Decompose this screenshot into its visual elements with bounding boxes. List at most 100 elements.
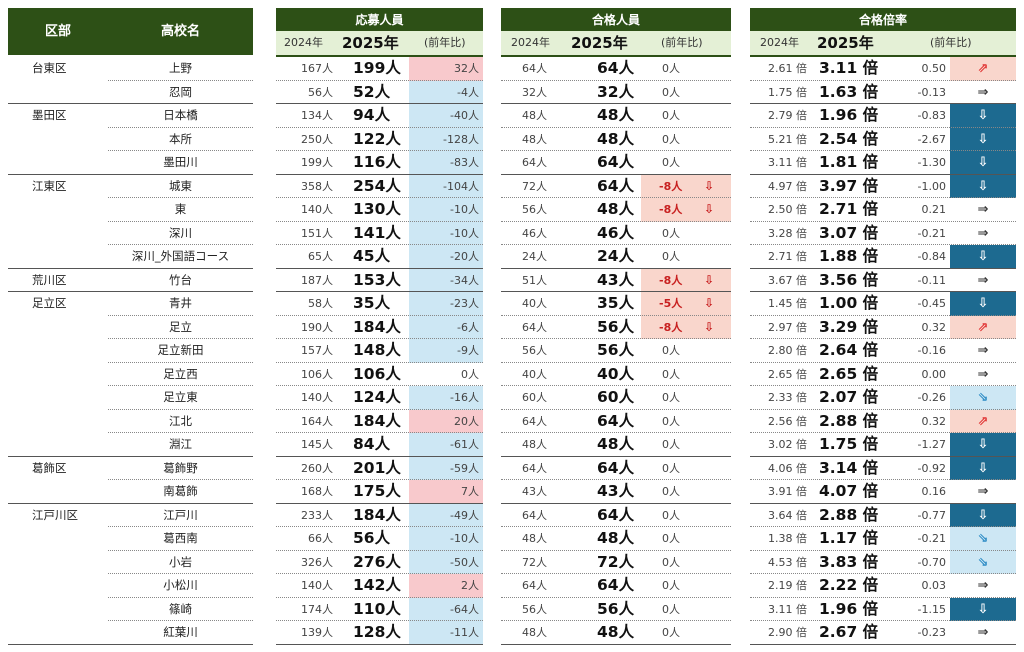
passed-yoy: 0人: [662, 132, 680, 146]
ratio-2025: 3.29 倍: [819, 317, 879, 336]
table-row: 187人 153人 -34人: [276, 268, 483, 292]
row-divider: [276, 549, 483, 551]
ratio-2024: 2.61 倍: [768, 62, 807, 75]
ratio-yoy: -0.45: [917, 297, 946, 310]
ratio-2024: 3.02 倍: [768, 438, 807, 451]
school-name: 淵江: [169, 437, 192, 451]
table-row: 足立東: [8, 386, 253, 410]
school-name: 上野: [169, 61, 192, 75]
down-arrow-icon: ⇩: [950, 127, 1016, 151]
ratio-yoy: -0.83: [917, 109, 946, 122]
ratio-2025: 3.07 倍: [819, 223, 879, 242]
applicants-2024: 260人: [301, 461, 333, 475]
passed-2024: 72人: [522, 179, 547, 193]
ratio-2025: 2.22 倍: [819, 576, 879, 594]
passed-yoy: 0人: [662, 62, 680, 75]
row-divider: [8, 502, 253, 504]
table-row: 48人 48人 0人: [501, 527, 731, 551]
row-divider: [108, 150, 253, 151]
row-divider: [276, 620, 483, 621]
ratio-2025: 2.54 倍: [819, 129, 879, 148]
row-divider: [750, 173, 1016, 175]
table-row: 墨田区 日本橋: [8, 104, 253, 128]
ratio-yoy-label: (前年比): [930, 36, 972, 49]
passed-2025: 64人: [597, 576, 635, 594]
row-divider: [108, 573, 253, 574]
passed-2024-label: 2024年: [511, 36, 550, 49]
row-divider: [750, 79, 1016, 81]
row-divider: [501, 479, 731, 480]
ratio-2024: 3.11 倍: [768, 602, 807, 616]
passed-2024: 48人: [522, 532, 547, 545]
applicants-yoy: -10人: [409, 221, 483, 245]
ratio-2025: 1.96 倍: [819, 599, 879, 618]
table-row: 篠崎: [8, 598, 253, 622]
school-name: 篠崎: [169, 601, 192, 616]
table-row: 46人 46人 0人: [501, 222, 731, 246]
table-row: 葛西南: [8, 527, 253, 551]
table-row: 2.97 倍 3.29 倍 0.32 ⇗: [750, 315, 1016, 339]
table-row: 小松川: [8, 574, 253, 598]
row-divider: [750, 596, 1016, 598]
ratio-2024: 2.90 倍: [768, 626, 807, 639]
school-name: 足立新田: [157, 343, 204, 357]
ratio-yoy: -2.67: [917, 132, 946, 146]
table-row: 40人 40人 0人: [501, 363, 731, 387]
applicants-2024: 187人: [301, 273, 333, 287]
row-divider: [108, 197, 253, 198]
applicants-yoy: 0人: [461, 367, 479, 381]
ratio-2025: 1.96 倍: [819, 106, 879, 124]
row-divider: [108, 314, 253, 316]
passed-2024: 56人: [522, 203, 547, 216]
passed-2024: 48人: [522, 626, 547, 639]
ward-name: 江戸川区: [32, 507, 78, 522]
table-row: 64人 64人 0人: [501, 410, 731, 434]
ratio-header: 合格倍率: [750, 8, 1016, 31]
row-divider: [501, 197, 731, 198]
down-arrow-icon: ⇩: [950, 245, 1016, 269]
row-divider: [501, 620, 731, 621]
table-row: 168人 175人 7人: [276, 480, 483, 504]
table-row: 72人 72人 0人: [501, 551, 731, 575]
table-row: 葛飾区 葛飾野: [8, 457, 253, 481]
applicants-table: 応募人員 2024年 2025年 (前年比) 167人 199人 32人 56人 52人…: [276, 8, 483, 648]
passed-yoy: 0人: [662, 461, 680, 475]
applicants-yoy: -128人: [409, 127, 483, 151]
ratio-yoy: -1.30: [917, 156, 946, 169]
row-divider: [750, 220, 1016, 222]
passed-2025: 60人: [597, 388, 635, 406]
ratio-yoy: -0.26: [917, 391, 946, 404]
applicants-yoy: -4人: [409, 80, 483, 104]
table-row: 深川_外国語コース: [8, 245, 253, 269]
applicants-2025: 201人: [353, 458, 401, 477]
applicants-2025: 84人: [353, 435, 391, 453]
row-divider: [750, 455, 1016, 457]
row-divider: [750, 267, 1016, 269]
table-row: 51人 43人 -8人 ⇩: [501, 268, 731, 292]
ratio-yoy: 0.21: [921, 203, 947, 216]
ratio-2024: 3.28 倍: [768, 226, 807, 240]
ratio-2024: 2.56 倍: [768, 414, 807, 428]
passed-yoy-cell: [641, 268, 731, 292]
table-row: 140人 124人 -16人: [276, 386, 483, 410]
ratio-yoy: -0.11: [917, 273, 946, 287]
table-row: 134人 94人 -40人: [276, 104, 483, 128]
passed-2024: 64人: [522, 414, 547, 428]
applicants-2024: 140人: [301, 579, 333, 592]
table-row: 1.45 倍 1.00 倍 -0.45 ⇩: [750, 292, 1016, 316]
passed-2025: 48人: [597, 435, 635, 453]
ratio-2024: 2.19 倍: [768, 579, 807, 592]
table-row: 3.67 倍 3.56 倍 -0.11 ⇒: [750, 269, 1016, 293]
row-divider: [108, 526, 253, 527]
applicants-yoy: -10人: [409, 198, 483, 222]
table-row: 140人 142人 2人: [276, 574, 483, 598]
row-divider: [501, 526, 731, 527]
passed-2024: 43人: [522, 485, 547, 498]
applicants-2025: 116人: [353, 153, 401, 171]
applicants-2024: 250人: [301, 132, 333, 146]
ratio-2024: 4.06 倍: [768, 461, 807, 475]
table-row: 151人 141人 -10人: [276, 221, 483, 245]
ratio-2024: 2.97 倍: [768, 320, 807, 334]
table-row: 72人 64人 -8人 ⇩: [501, 174, 731, 198]
down-right-arrow-icon: ⇘: [950, 527, 1016, 551]
